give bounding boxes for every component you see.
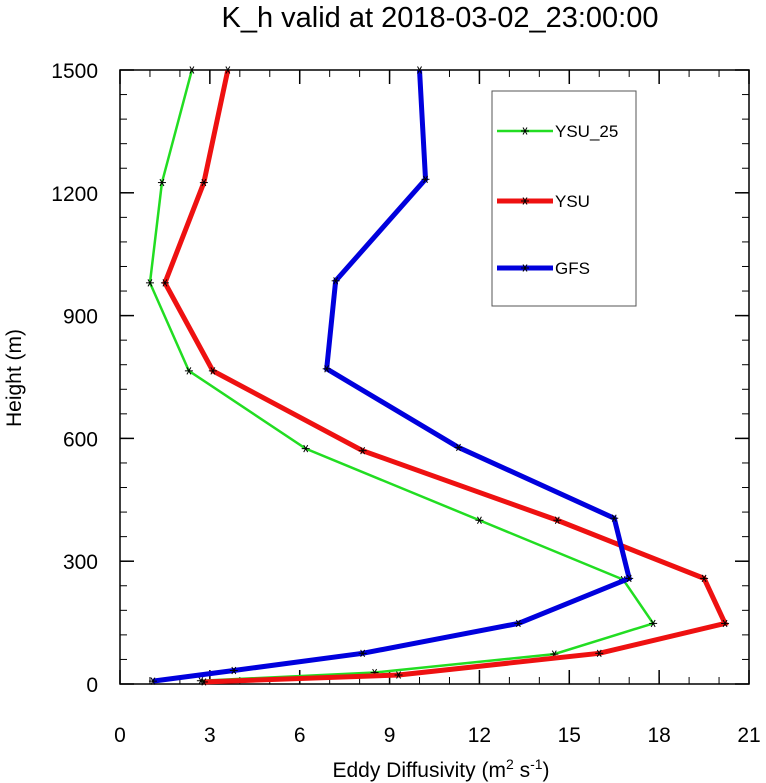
legend: YSU_25 YSU GFS <box>491 90 637 307</box>
legend-marker-ysu <box>521 197 529 205</box>
y-tick-label: 900 <box>63 306 98 329</box>
y-tick-label: 0 <box>86 674 98 697</box>
legend-label-ysu-25: YSU_25 <box>555 122 618 141</box>
x-tick-label: 18 <box>647 724 670 747</box>
x-tick-label: 0 <box>114 724 126 747</box>
data-point-gfs <box>454 443 463 452</box>
data-point-ysu-25 <box>301 444 310 453</box>
legend-label-ysu: YSU <box>555 192 590 211</box>
data-point-ysu <box>721 619 730 628</box>
data-point-ysu-25 <box>475 516 484 524</box>
data-point-ysu <box>394 671 403 679</box>
x-axis-label: Eddy Diffusivity (m2 s-1) <box>332 756 549 782</box>
y-tick-label: 1500 <box>51 60 98 83</box>
data-point-ysu <box>700 574 709 583</box>
series-line-ysu <box>162 69 729 685</box>
data-point-gfs <box>358 649 367 658</box>
data-point-ysu-25 <box>649 619 658 628</box>
data-point-ysu <box>358 446 367 455</box>
chart-title: K_h valid at 2018-03-02_23:00:00 <box>222 2 659 34</box>
data-point-ysu <box>595 649 604 658</box>
legend-items: YSU_25 YSU GFS <box>497 122 618 278</box>
data-point-gfs <box>331 277 340 285</box>
data-point-gfs <box>148 677 157 685</box>
data-point-gfs <box>229 666 238 675</box>
x-tick-label: 9 <box>384 724 396 747</box>
y-axis-label: Height (m) <box>3 329 26 427</box>
x-tick-labels: 0 3 6 9 12 15 18 21 <box>114 724 761 747</box>
data-point-ysu <box>199 178 208 187</box>
data-point-ysu <box>160 279 169 287</box>
data-point-ysu <box>553 516 562 524</box>
data-point-gfs <box>322 365 331 373</box>
series-layer <box>145 66 730 686</box>
x-tick-label: 12 <box>468 724 491 747</box>
data-point-ysu-25 <box>145 279 154 287</box>
data-point-gfs <box>421 175 430 184</box>
data-point-ysu-25 <box>157 178 166 187</box>
y-tick-label: 300 <box>63 551 98 574</box>
data-point-ysu-25 <box>184 367 193 375</box>
y-tick-label: 600 <box>63 428 98 451</box>
y-tick-label: 1200 <box>51 183 98 206</box>
x-tick-label: 3 <box>204 724 216 747</box>
plot-frame <box>119 69 750 685</box>
data-point-ysu-25 <box>187 66 196 74</box>
data-point-ysu <box>199 678 208 686</box>
minor-ticks <box>119 69 750 685</box>
x-tick-label: 6 <box>294 724 306 747</box>
y-tick-labels: 0 300 600 900 1200 1500 <box>51 60 98 697</box>
data-point-gfs <box>415 66 424 74</box>
data-point-ysu <box>223 66 232 74</box>
data-point-gfs <box>514 619 523 628</box>
x-tick-label: 15 <box>558 724 581 747</box>
data-point-gfs <box>610 514 619 522</box>
legend-marker-ysu-25 <box>521 127 529 135</box>
legend-label-gfs: GFS <box>555 259 590 278</box>
data-point-ysu <box>208 367 217 375</box>
legend-marker-gfs <box>521 264 529 272</box>
data-point-gfs <box>625 574 634 583</box>
major-ticks <box>119 69 750 685</box>
x-tick-label: 21 <box>737 724 760 747</box>
